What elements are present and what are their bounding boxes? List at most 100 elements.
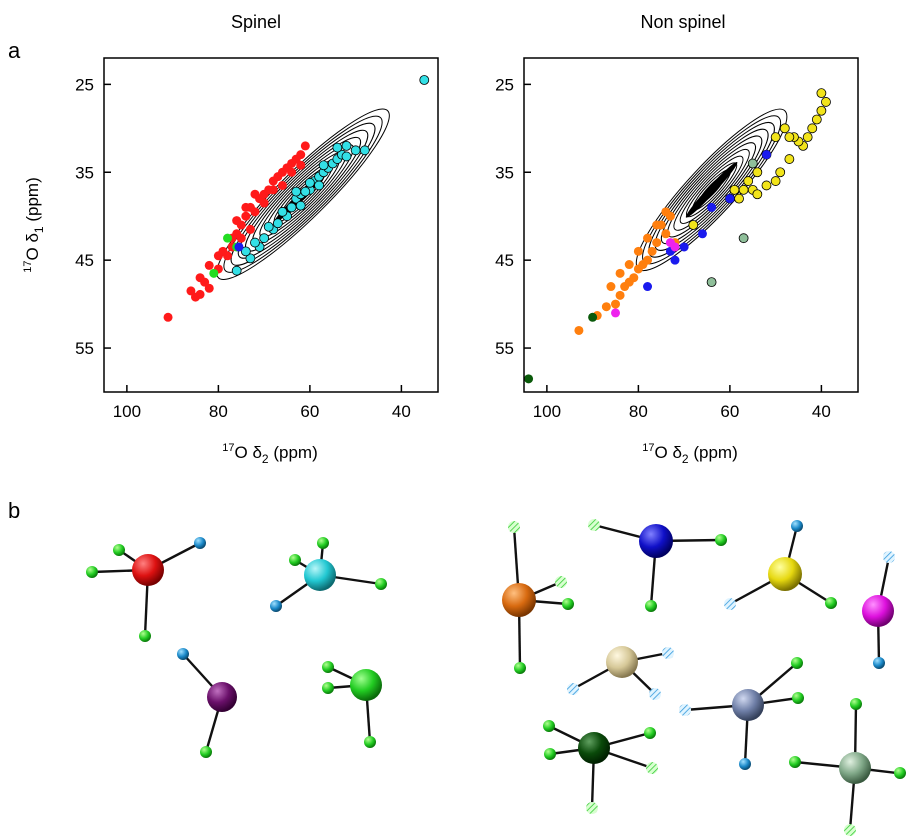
structure-darkgreen	[543, 720, 658, 814]
structure-blue	[588, 519, 727, 612]
structure-slate	[679, 657, 804, 770]
data-point-yellow	[743, 176, 754, 186]
data-point-orange	[661, 229, 671, 239]
data-point-blue	[725, 194, 735, 204]
x-tick-label: 40	[392, 402, 411, 421]
data-point-darkgreen	[588, 312, 598, 322]
cation-sphere-purple	[207, 682, 237, 712]
ligand-sphere	[873, 657, 885, 669]
contour-line	[216, 108, 390, 280]
plot-frame-spinel	[103, 57, 439, 393]
ligand-sphere	[364, 736, 376, 748]
data-point-red	[241, 202, 251, 212]
ligand-sphere	[588, 519, 600, 531]
x-tick-label: 40	[812, 402, 831, 421]
data-point-red	[163, 312, 173, 322]
structure-green	[322, 661, 382, 748]
contour-line	[673, 148, 750, 231]
chart-title-spinel: Spinel	[231, 12, 281, 32]
data-point-red	[250, 207, 260, 217]
x-axis-label-non-spinel: 17O δ2 (ppm)	[642, 442, 737, 466]
y-tick-label: 55	[495, 339, 514, 358]
data-point-yellow	[802, 132, 813, 143]
data-point-cyan	[314, 180, 324, 191]
chart-non-spinel: Non spinel 100 80 60 40 25 35 45 55 17O δ2 (ppm…	[495, 12, 859, 466]
ligand-sphere	[715, 534, 727, 546]
ligand-sphere	[739, 758, 751, 770]
y-tick-label: 45	[75, 251, 94, 270]
structure-yellow	[724, 520, 837, 610]
data-point-red	[223, 251, 233, 261]
data-point-sage	[706, 277, 717, 288]
data-point-red	[277, 180, 287, 190]
ligand-sphere	[724, 598, 736, 610]
data-point-orange	[615, 268, 625, 278]
data-point-cyan	[359, 145, 370, 156]
ticks-non-spinel: 100 80 60 40 25 35 45 55	[495, 75, 831, 421]
data-point-cyan	[272, 218, 283, 229]
data-point-yellow	[752, 167, 763, 178]
data-point-cyan	[350, 145, 361, 156]
y-tick-label: 45	[495, 251, 514, 270]
data-point-magenta	[611, 308, 621, 318]
data-point-sage	[747, 158, 758, 169]
data-point-red	[250, 189, 260, 199]
data-point-cyan	[291, 186, 302, 197]
ligand-sphere	[177, 648, 189, 660]
data-point-yellow	[816, 88, 827, 99]
cation-sphere-red	[132, 554, 164, 586]
structure-cyan	[270, 537, 387, 612]
data-point-blue	[697, 229, 707, 239]
data-point-orange	[652, 238, 662, 248]
x-axis-label-spinel: 17O δ2 (ppm)	[222, 442, 317, 466]
data-point-blue	[679, 242, 689, 252]
data-point-cyan	[245, 253, 256, 264]
data-point-orange	[606, 282, 616, 292]
ticks-spinel: 100 80 60 40 25 35 45 55	[75, 75, 411, 421]
x-tick-label: 80	[209, 402, 228, 421]
data-point-cyan	[318, 160, 329, 171]
data-point-yellow	[775, 167, 786, 178]
cation-sphere-green	[350, 669, 382, 701]
data-point-yellow	[761, 180, 772, 191]
cation-sphere-slate	[732, 689, 764, 721]
structure-panel	[86, 519, 906, 836]
data-point-orange	[643, 255, 653, 265]
data-point-yellow	[784, 154, 795, 164]
data-point-cyan	[304, 177, 315, 188]
contour-line	[230, 122, 376, 266]
ligand-sphere	[544, 748, 556, 760]
data-point-blue	[761, 150, 771, 160]
data-point-yellow	[729, 184, 740, 195]
data-point-cyan	[231, 265, 242, 276]
ligand-sphere	[825, 597, 837, 609]
data-point-red	[236, 233, 246, 243]
cation-sphere-magenta	[862, 595, 894, 627]
data-point-orange	[611, 299, 621, 309]
cation-sphere-blue	[639, 524, 673, 558]
ligand-sphere	[270, 600, 282, 612]
ligand-sphere	[662, 647, 674, 659]
data-point-orange	[629, 273, 639, 283]
ligand-sphere	[645, 600, 657, 612]
data-point-yellow	[821, 97, 831, 107]
contour-line	[223, 115, 383, 273]
contour-line	[648, 122, 775, 258]
data-point-orange	[647, 246, 657, 256]
ligand-sphere	[543, 720, 555, 732]
structure-red	[86, 537, 206, 642]
points-non-spinel	[524, 88, 831, 384]
data-point-red	[259, 198, 269, 208]
points-spinel	[163, 75, 430, 322]
ligand-sphere	[679, 704, 691, 716]
ligand-sphere	[791, 657, 803, 669]
ligand-sphere	[850, 698, 862, 710]
cation-sphere-sage	[839, 752, 871, 784]
chart-title-non-spinel: Non spinel	[640, 12, 725, 32]
contour-line	[660, 135, 763, 245]
data-point-green	[209, 268, 219, 278]
x-tick-label: 100	[113, 402, 141, 421]
ligand-sphere	[289, 554, 301, 566]
cation-sphere-yellow	[768, 557, 802, 591]
contour-core	[685, 162, 738, 218]
